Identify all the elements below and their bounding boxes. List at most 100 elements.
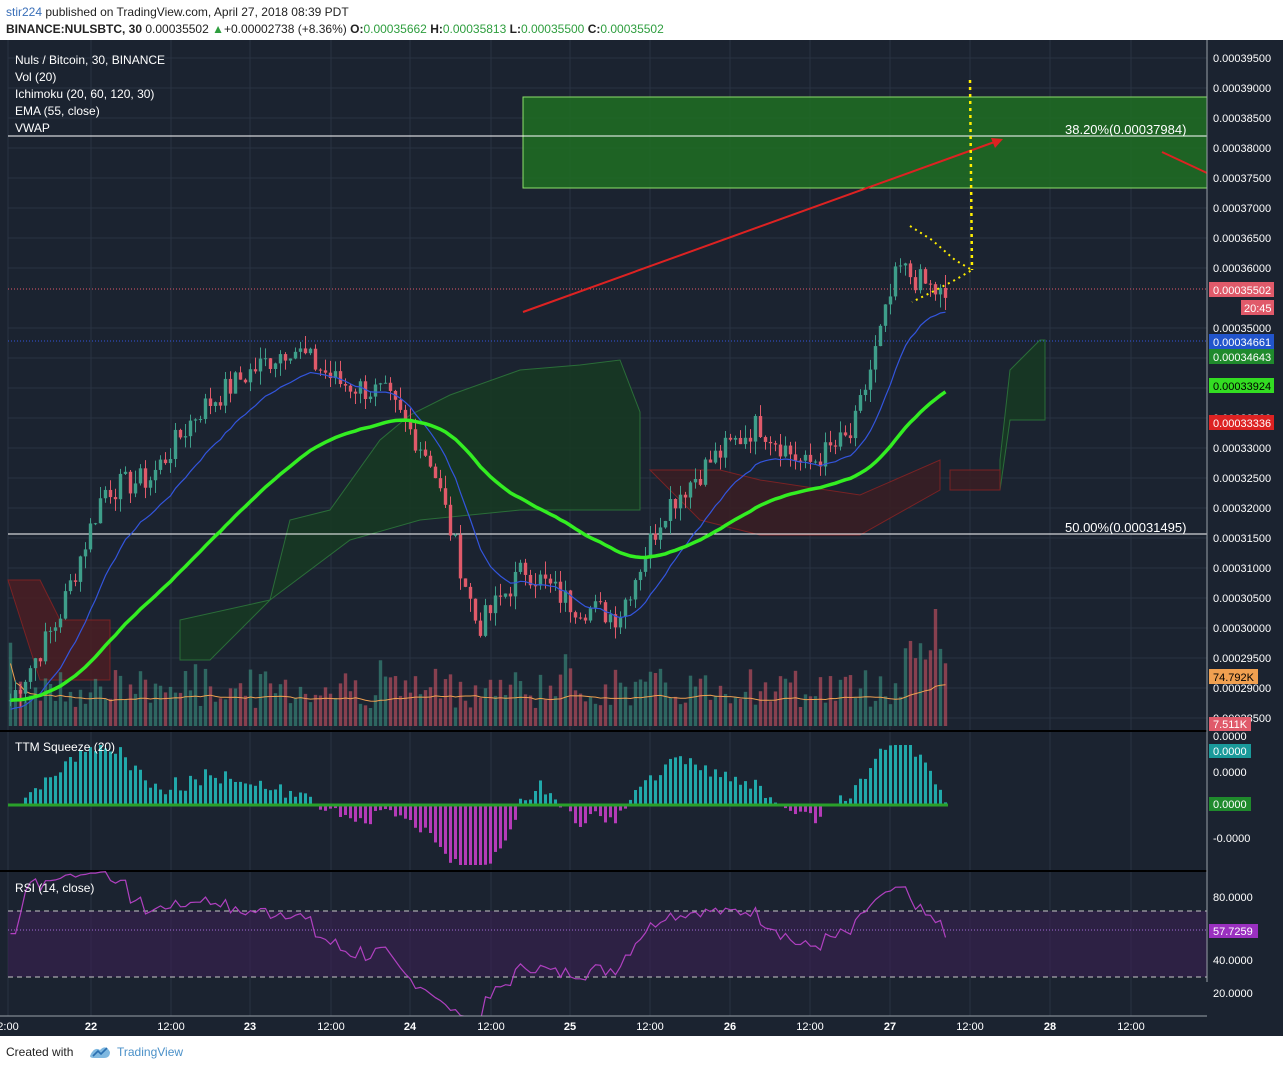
volume-bar [503,694,508,726]
volume-bar [393,676,398,726]
volume-bar [108,698,113,726]
ttm-bar [359,805,362,819]
volume-bar [923,659,928,726]
ttm-bar [609,805,612,818]
volume-bar [308,702,313,726]
ttm-bar [814,805,817,824]
ttm-bar [584,805,587,824]
candle-body [933,284,938,295]
ttm-bar [524,800,527,805]
ttm-bar [729,781,732,805]
last-price-badge-text: 0.00035502 [1213,285,1271,297]
vol-badge-text: 7.511K [1213,719,1248,731]
candle-body [458,534,463,579]
volume-bar [523,694,528,726]
price-tick-label: 0.00036500 [1213,233,1271,245]
ttm-bar [504,805,507,841]
time-tick-label: 12:00 [1117,1021,1145,1033]
candle-body [643,558,648,572]
ttm-badge-b [1209,797,1251,811]
ichimoku-cloud-bullish-2 [999,339,1046,491]
candle-body [733,437,738,440]
trendline-2[interactable] [1161,151,1208,174]
candle-body [133,483,138,494]
legend-vol[interactable]: Vol (20) [15,70,56,84]
candle-body [493,595,498,614]
candle-body [318,369,323,371]
ttm-bar [409,805,412,821]
candle-body [143,468,148,488]
trendline[interactable] [522,139,1001,313]
volume-bar [643,681,648,726]
volume-bar [648,671,653,726]
target-zone[interactable] [522,96,1208,189]
ttm-bar [869,768,872,805]
legend-vwap[interactable]: VWAP [15,121,50,135]
price-tick-label: 0.00031500 [1213,533,1271,545]
legend-ema[interactable]: EMA (55, close) [15,104,100,118]
volume-bar [28,695,33,726]
ttm-bar [384,805,387,810]
ttm-bar [859,778,862,805]
candle-body [93,523,98,525]
rsi-title[interactable]: RSI (14, close) [15,881,94,895]
candle-body [578,617,583,619]
volume-bar [143,679,148,726]
volume-bar [168,686,173,726]
candle-body [228,378,233,394]
volume-bar [193,664,198,726]
trading-chart[interactable]: 38.20%(0.00037984) 50.00%(0.00031495) 0.… [0,40,1283,1036]
candle-body [428,455,433,467]
author-link[interactable]: stir224 [6,5,43,19]
time-tick-label: 12:00 [796,1021,824,1033]
price-tick-label: 0.00033000 [1213,443,1271,455]
ttm-bar [179,790,182,805]
time-tick-label: 12:00 [477,1021,505,1033]
candle-body [223,378,228,406]
volume-bar [78,689,83,726]
ttm-title[interactable]: TTM Squeeze (20) [15,740,115,754]
candle-body [583,617,588,621]
ttm-bar [134,765,137,805]
candle-body [213,402,218,406]
ttm-bar [394,805,397,817]
ttm-bar [444,805,447,854]
ttm-bar [689,758,692,805]
candle-body [588,607,593,621]
volume-bar [543,699,548,726]
volume-bar [783,678,788,726]
pennant-pattern[interactable] [909,225,974,303]
volume-bar [788,682,793,726]
volume-bar [693,686,698,726]
volume-bar [513,672,518,726]
ttm-bar [509,805,512,830]
candle-body [453,534,458,536]
candle-body [243,379,248,383]
volume-bar [703,675,708,726]
legend-ichimoku[interactable]: Ichimoku (20, 60, 120, 30) [15,87,154,101]
candle-body [623,599,628,617]
volume-bar [743,691,748,726]
up-arrow-icon: ▲ [212,22,224,36]
volume-bar [8,642,13,726]
candle-body [798,460,803,462]
volume-bar [668,697,673,726]
ttm-badge-a-text: 0.0000 [1213,746,1247,758]
candle-body [773,443,778,445]
volume-bar [218,698,223,726]
volume-bar [123,699,128,726]
fib-50-label: 50.00%(0.00031495) [1065,520,1186,535]
tradingview-brand[interactable]: TradingView [117,1045,184,1059]
candle-body [548,578,553,584]
volume-bar [928,650,933,726]
ttm-bar [249,784,252,805]
ttm-bar [909,745,912,805]
time-axis[interactable]: 2:00 22 12:00 23 12:00 24 12:00 25 12:00 26 12:00 2… [0,1021,1145,1033]
ttm-bar [714,769,717,805]
volume-bar [888,704,893,726]
candle-body [238,372,243,380]
volume-bar [498,679,503,726]
volume-bar [403,680,408,726]
ttm-bar [929,770,932,805]
volume-bar [58,672,63,726]
